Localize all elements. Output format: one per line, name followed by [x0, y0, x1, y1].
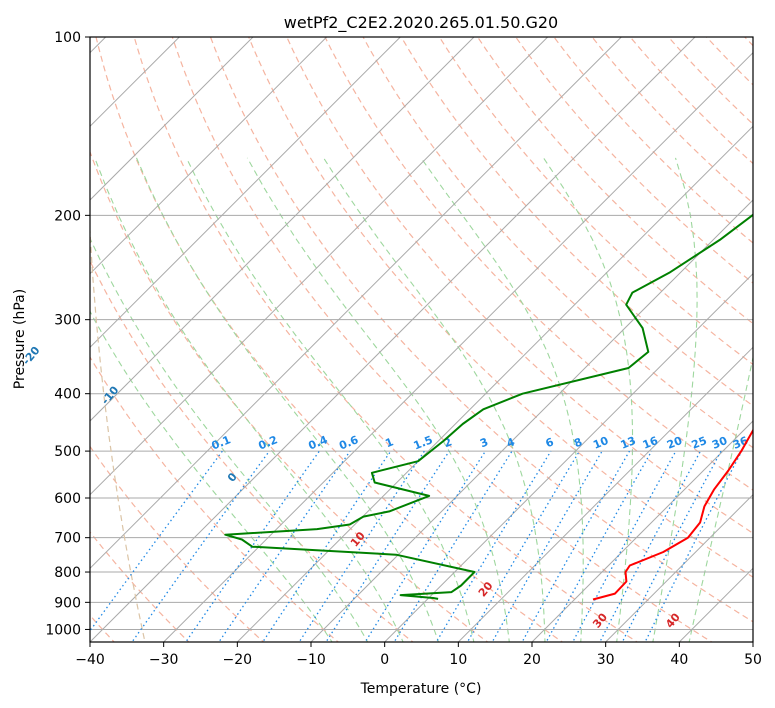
x-tick-label: −10	[296, 652, 326, 668]
isotherm-line	[90, 37, 475, 422]
background-lines	[90, 24, 775, 645]
y-tick-label: 300	[54, 313, 81, 329]
mixing-ratio-label: 8	[572, 435, 584, 450]
axis-ticks: −40 −30 −20 −10 0 10 20 30 40 50 100 200 300 400 500 60…	[45, 30, 762, 668]
plot-background	[90, 37, 753, 642]
temperature-profile-line	[592, 428, 753, 601]
moist-adiabat	[90, 310, 333, 642]
dewpoint-profile-line	[224, 213, 753, 600]
mixing-ratio-line	[393, 450, 513, 642]
mixing-ratio-label: 3	[478, 435, 490, 450]
y-axis-label: Pressure (hPa)	[12, 289, 28, 389]
data-series	[224, 213, 753, 601]
y-tick-label: 800	[54, 565, 81, 581]
isotherm-line	[384, 272, 753, 642]
mixing-ratio-label: 1	[383, 435, 395, 450]
y-tick-label: 900	[54, 595, 81, 611]
y-tick-label: 600	[54, 491, 81, 507]
mixing-ratio-line	[218, 450, 351, 642]
isotherm-line	[752, 641, 753, 642]
moist-adiabat	[90, 236, 369, 642]
mixing-ratio-line	[491, 450, 603, 642]
mixing-ratio-line	[298, 450, 425, 642]
isotherm-line	[236, 125, 753, 642]
mixing-ratio-label: 10	[591, 434, 610, 452]
x-axis-label: Temperature (°C)	[360, 681, 482, 697]
isotherm-line	[90, 37, 254, 201]
isotherm-line	[163, 51, 753, 642]
y-tick-label: 100	[54, 30, 81, 46]
isotherm-line	[605, 493, 753, 642]
isotherm-line	[531, 420, 753, 642]
y-tick-label: 700	[54, 531, 81, 547]
mixing-ratio-label: 25	[690, 434, 709, 452]
y-tick-label: 200	[54, 208, 81, 224]
x-tick-label: 50	[744, 652, 762, 668]
moist-adiabat	[688, 354, 753, 642]
mixing-ratio-line	[466, 450, 580, 642]
mixing-ratio-line	[644, 450, 743, 642]
mixing-ratio-line	[435, 450, 552, 642]
moist-adiabat	[420, 157, 584, 642]
dry-adiabat	[770, 24, 775, 645]
isotherm-line	[90, 37, 622, 570]
isotherm-line	[310, 199, 753, 642]
x-tick-label: 20	[523, 652, 541, 668]
moist-adiabat	[94, 157, 404, 642]
chart-title: wetPf2_C2E2.2020.265.01.50.G20	[284, 13, 558, 33]
x-tick-label: 0	[380, 652, 389, 668]
x-tick-label: 10	[449, 652, 467, 668]
lcl-arc	[90, 220, 146, 642]
moist-adiabat	[543, 157, 634, 642]
mixing-ratio-label: 30	[710, 434, 729, 452]
moist-adiabat	[185, 157, 475, 642]
y-tick-label: 1000	[45, 622, 81, 638]
x-tick-label: 40	[670, 652, 688, 668]
moist-adiabat	[135, 157, 440, 642]
mixing-ratio-line	[325, 450, 450, 642]
isotherm-line	[90, 37, 549, 496]
mixing-ratio-label: 2	[442, 435, 454, 450]
isotherm-line	[90, 37, 696, 642]
mixing-ratio-line	[621, 450, 722, 642]
moist-adiabat	[246, 157, 510, 642]
mixing-ratio-label: 36	[731, 434, 750, 452]
mixing-ratio-label: 16	[641, 434, 660, 452]
dry-adiabat	[90, 150, 489, 642]
y-tick-label: 400	[54, 387, 81, 403]
isotherm-line	[457, 346, 753, 642]
moist-adiabat	[652, 157, 698, 642]
mixing-ratio-line	[262, 450, 392, 642]
mixing-ratio-label: 20	[665, 434, 684, 452]
dry-adiabat	[90, 259, 414, 642]
x-tick-label: −30	[149, 652, 179, 668]
x-tick-label: −20	[223, 652, 253, 668]
mixing-ratio-line	[90, 450, 223, 632]
y-tick-label: 500	[54, 444, 81, 460]
x-tick-label: 30	[597, 652, 615, 668]
isotherm-line	[90, 37, 328, 275]
mixing-ratio-line	[521, 450, 631, 642]
mixing-ratio-line	[364, 450, 486, 642]
plot-frame	[89, 36, 754, 643]
mixing-ratio-label: 13	[619, 434, 638, 452]
moist-adiabat	[323, 157, 546, 642]
x-tick-label: −40	[75, 652, 105, 668]
